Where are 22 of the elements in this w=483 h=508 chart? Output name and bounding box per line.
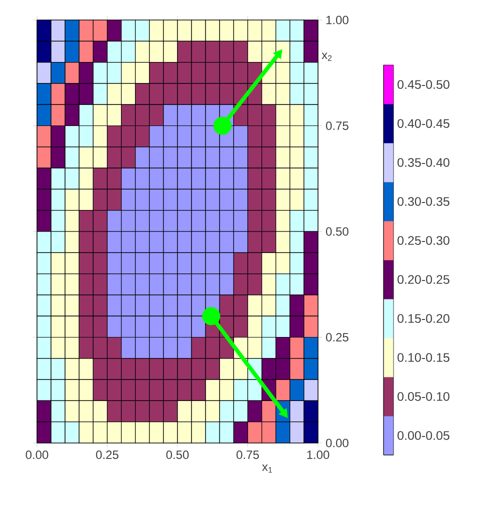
color-bar-label: 0.20-0.25 [398,275,450,284]
y-tick-label: 0.25 [326,333,348,342]
x-tick-label: 1.00 [307,450,330,460]
y-tick-label: 1.00 [326,16,348,24]
y-tick-label: 0.00 [326,438,348,448]
y-axis-title: x$_{2}$ [322,52,332,61]
color-bar-label: 0.35-0.40 [398,158,450,167]
color-bar-label: 0.00-0.05 [398,431,450,440]
y-tick-label: 0.75 [326,122,348,130]
x-tick-label: 0.00 [26,450,48,460]
x-tick-label: 0.75 [236,450,259,460]
color-bar-label: 0.30-0.35 [398,197,450,206]
x-tick-label: 0.25 [96,450,118,460]
color-bar-label: 0.40-0.45 [398,119,450,128]
color-bar-label: 0.25-0.30 [398,236,450,245]
x-axis-title: x$_{1}$ [262,464,272,473]
color-bar-label: 0.05-0.10 [398,392,450,401]
x-tick-label: 0.50 [166,450,189,460]
color-bar-label: 0.15-0.20 [398,314,450,323]
color-bar-label: 0.10-0.15 [398,353,450,362]
color-bar-label: 0.45-0.50 [398,80,450,89]
y-tick-label: 0.50 [326,227,348,236]
